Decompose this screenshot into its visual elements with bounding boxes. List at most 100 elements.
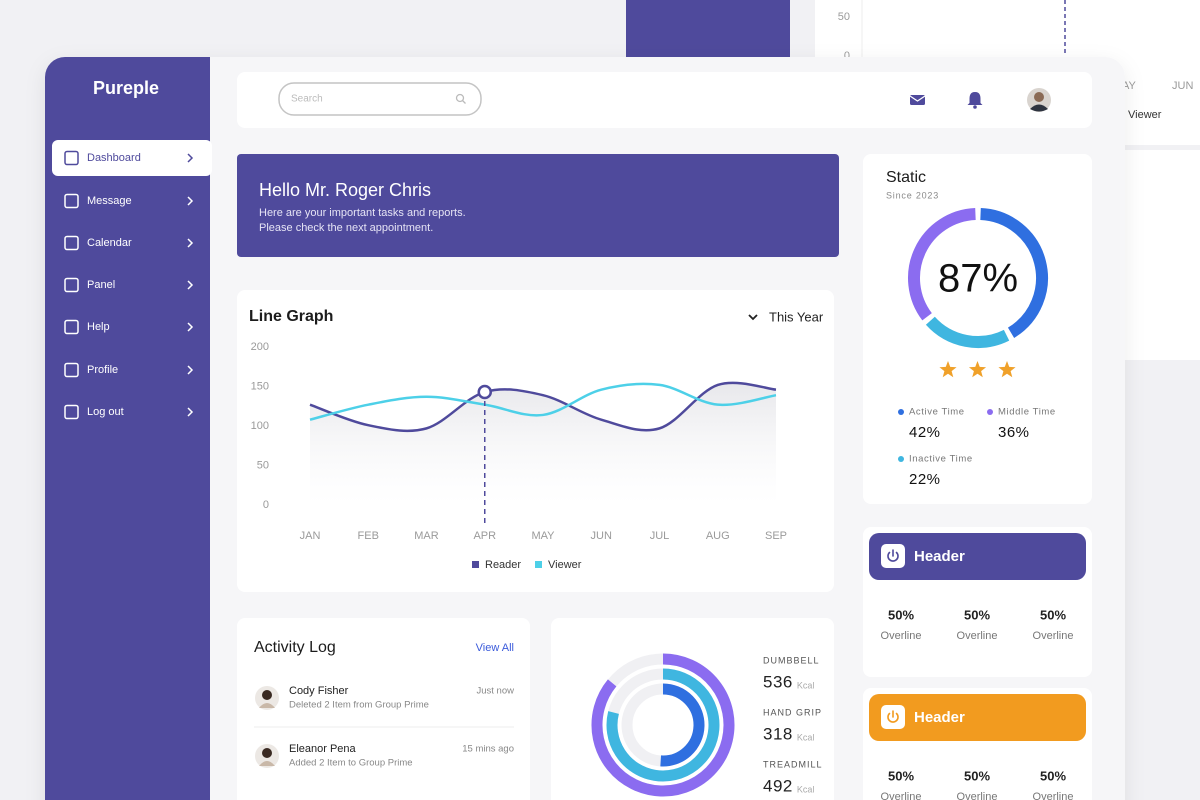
view-all-link[interactable]: View All xyxy=(476,642,514,654)
backdrop-month: JUN xyxy=(1172,80,1193,92)
menu-chevron xyxy=(187,196,194,206)
menu-icon xyxy=(64,150,79,166)
reader-area xyxy=(310,382,776,505)
menu-chevron xyxy=(187,238,194,248)
star xyxy=(968,361,987,378)
menu-chevron xyxy=(187,322,194,332)
series-line xyxy=(309,382,777,421)
bell-icon[interactable] xyxy=(967,92,983,109)
menu-label: Log out xyxy=(87,406,124,418)
x-tick-label: APR xyxy=(473,530,496,542)
legend-value: 22% xyxy=(909,471,941,488)
card-stat-value: 50% xyxy=(1040,768,1066,783)
entry-time: 15 mins ago xyxy=(462,744,514,755)
menu-icon xyxy=(64,193,79,209)
x-tick-label: JUN xyxy=(591,530,612,542)
ring-arc xyxy=(606,668,720,782)
card-stat-value: 50% xyxy=(888,607,914,622)
x-tick-label: FEB xyxy=(358,530,379,542)
static-subtitle: Since 2023 xyxy=(886,190,939,200)
legend-value: 36% xyxy=(998,424,1030,441)
legend-label: Reader xyxy=(485,559,521,571)
backdrop-month: AY xyxy=(1122,80,1137,92)
y-tick-label: 50 xyxy=(257,459,269,471)
item-unit: Kcal xyxy=(797,732,815,742)
line-title: Line Graph xyxy=(249,308,333,325)
user-avatar[interactable] xyxy=(1027,88,1051,112)
filter-label[interactable]: This Year xyxy=(769,309,824,324)
x-tick-label: JAN xyxy=(300,530,321,542)
backdrop-tick: 0 xyxy=(844,50,850,62)
static-card xyxy=(863,154,1092,504)
star xyxy=(939,361,957,378)
legend-dot xyxy=(987,409,993,415)
item-unit: Kcal xyxy=(797,680,815,690)
backdrop-bar xyxy=(626,0,790,58)
menu-label: Dashboard xyxy=(87,152,141,164)
menu-item[interactable]: Help xyxy=(64,319,194,335)
entry-name: Cody Fisher xyxy=(289,685,349,697)
highlight-point[interactable] xyxy=(477,384,492,400)
legend-dot xyxy=(898,456,904,462)
activity-card xyxy=(237,618,530,800)
activity-title: Activity Log xyxy=(254,639,336,656)
card-title: Header xyxy=(914,709,965,726)
star xyxy=(998,361,1016,378)
menu-active-bg xyxy=(52,140,212,176)
entry-time: Just now xyxy=(477,686,515,697)
search-placeholder: Search xyxy=(291,94,323,105)
card-stat-label: Overline xyxy=(957,630,998,642)
entry-text: Deleted 2 Item from Group Prime xyxy=(289,700,429,711)
menu-label: Calendar xyxy=(87,237,132,249)
brand: Pureple xyxy=(93,78,159,98)
donut-segment xyxy=(925,316,1010,348)
greeting-line: Here are your important tasks and report… xyxy=(259,207,466,219)
card-stat-value: 50% xyxy=(888,768,914,783)
greeting-line: Please check the next appointment. xyxy=(259,222,433,234)
greeting-title: Hello Mr. Roger Chris xyxy=(259,180,431,200)
item-value: 492 xyxy=(763,776,793,795)
activity-list: Cody Fisher Deleted 2 Item from Group Pri… xyxy=(254,685,514,769)
bell-clapper xyxy=(973,105,977,109)
menu-chevron xyxy=(187,153,194,163)
item-name: TREADMILL xyxy=(763,759,823,769)
avatar-body xyxy=(1030,104,1048,112)
item-value: 318 xyxy=(763,724,793,743)
legend-label: Viewer xyxy=(548,559,582,571)
backdrop-legend: Viewer xyxy=(1128,109,1162,121)
mail-icon[interactable] xyxy=(909,95,926,105)
menu-item[interactable]: Dashboard xyxy=(52,140,212,176)
filter-chevron[interactable] xyxy=(748,314,758,321)
card-stat-label: Overline xyxy=(1033,630,1074,642)
card-stat-label: Overline xyxy=(881,630,922,642)
entry-avatar-body xyxy=(259,761,275,766)
menu-item[interactable]: Panel xyxy=(64,277,194,293)
bell-body xyxy=(967,92,983,105)
series-line xyxy=(309,381,777,433)
legend-dot xyxy=(898,409,904,415)
mail-flap xyxy=(909,95,926,102)
search-icon-handle xyxy=(462,100,466,104)
menu-item[interactable]: Profile xyxy=(64,362,194,378)
backdrop-panel xyxy=(1120,150,1200,360)
menu: Dashboard Message Calendar Panel Help Profile… xyxy=(52,140,212,420)
entry-text: Added 2 Item to Group Prime xyxy=(289,758,413,769)
menu-item[interactable]: Calendar xyxy=(64,235,194,251)
menu-icon xyxy=(64,235,79,251)
sidebar-fill xyxy=(150,57,210,800)
line-chart: 0 50 100 150 200 JAN FEB MAR APR MAY JUN JUL AUG SEP R… xyxy=(251,341,787,571)
search-box[interactable] xyxy=(278,82,482,116)
static-title: Static xyxy=(886,169,926,186)
card-stat-label: Overline xyxy=(881,791,922,800)
card-stat-label: Overline xyxy=(957,791,998,800)
menu-item[interactable]: Log out xyxy=(64,404,194,420)
menu-item[interactable]: Message xyxy=(64,193,194,209)
y-tick-label: 150 xyxy=(251,380,269,392)
item-name: DUMBBELL xyxy=(763,655,820,665)
menu-icon xyxy=(64,319,79,335)
item-value: 536 xyxy=(763,672,793,691)
legend-value: 42% xyxy=(909,424,941,441)
menu-label: Panel xyxy=(87,279,115,291)
card-icon xyxy=(887,549,899,562)
